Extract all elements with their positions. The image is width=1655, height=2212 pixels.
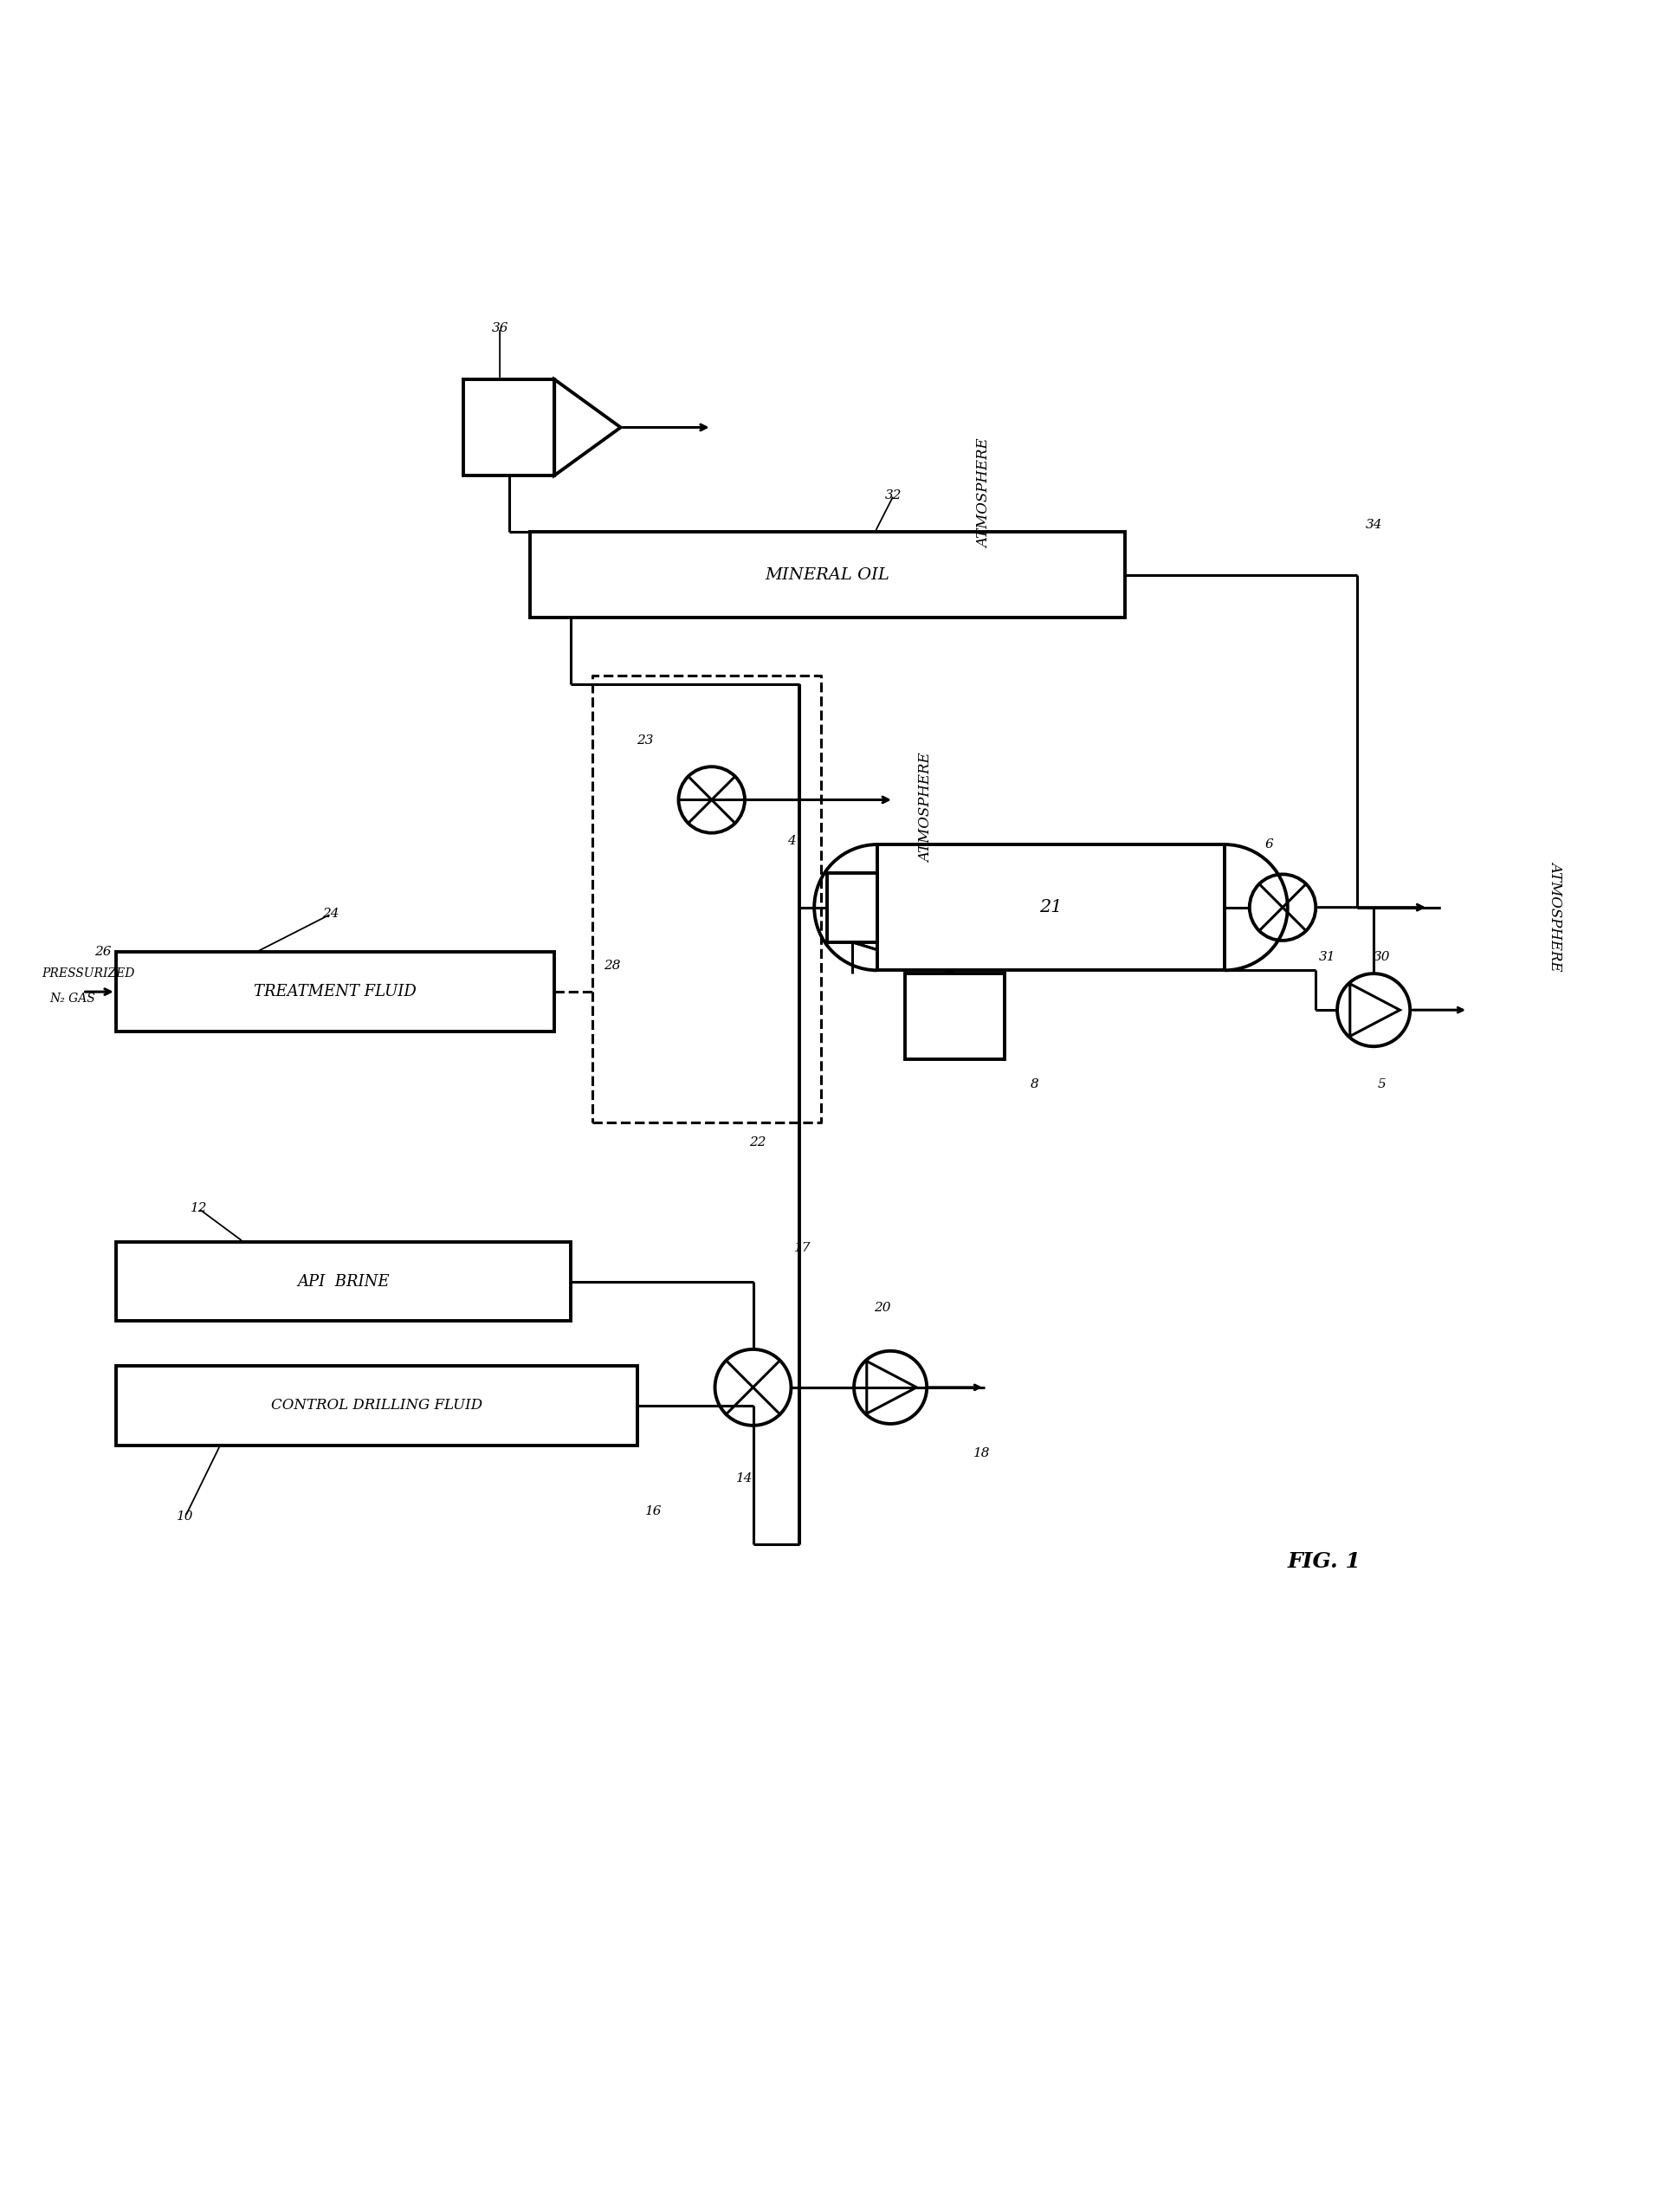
Text: 23: 23 [637, 734, 654, 745]
Text: 22: 22 [750, 1137, 766, 1148]
Bar [905, 973, 1005, 1060]
Text: 4: 4 [786, 836, 796, 847]
Bar [116, 1241, 571, 1321]
Text: 34: 34 [1365, 520, 1382, 531]
Text: 5: 5 [1377, 1079, 1387, 1091]
Text: 8: 8 [1029, 1079, 1039, 1091]
Text: ATMOSPHERE: ATMOSPHERE [920, 754, 933, 863]
Text: 30: 30 [1374, 951, 1390, 962]
Text: N₂ GAS: N₂ GAS [50, 993, 96, 1004]
Text: TREATMENT FLUID: TREATMENT FLUID [253, 984, 417, 1000]
Text: 31: 31 [1319, 951, 1336, 962]
Bar [828, 872, 877, 942]
Text: CONTROL DRILLING FLUID: CONTROL DRILLING FLUID [271, 1398, 482, 1413]
Text: MINERAL OIL: MINERAL OIL [765, 566, 890, 582]
Text: 14: 14 [736, 1473, 753, 1484]
Bar [530, 531, 1125, 617]
Text: 17: 17 [794, 1243, 811, 1254]
Text: 32: 32 [885, 489, 902, 502]
Text: 21: 21 [1039, 898, 1063, 916]
Bar [877, 845, 1225, 971]
Text: 36: 36 [492, 323, 508, 334]
Bar [116, 1365, 637, 1444]
Text: PRESSURIZED: PRESSURIZED [41, 967, 134, 980]
Bar [116, 951, 554, 1031]
Text: 16: 16 [645, 1506, 662, 1517]
Text: 12: 12 [190, 1203, 207, 1214]
Text: 24: 24 [323, 907, 339, 920]
Text: 18: 18 [973, 1447, 990, 1460]
Text: FIG. 1: FIG. 1 [1288, 1551, 1360, 1571]
Text: 6: 6 [1264, 838, 1274, 852]
Text: API  BRINE: API BRINE [298, 1274, 389, 1290]
Text: ATMOSPHERE: ATMOSPHERE [978, 438, 991, 549]
Text: 28: 28 [604, 960, 621, 971]
Text: ATMOSPHERE: ATMOSPHERE [1549, 860, 1562, 971]
Text: 10: 10 [177, 1511, 194, 1522]
Bar [463, 380, 554, 476]
Text: 26: 26 [94, 947, 111, 958]
Text: 20: 20 [874, 1303, 890, 1314]
